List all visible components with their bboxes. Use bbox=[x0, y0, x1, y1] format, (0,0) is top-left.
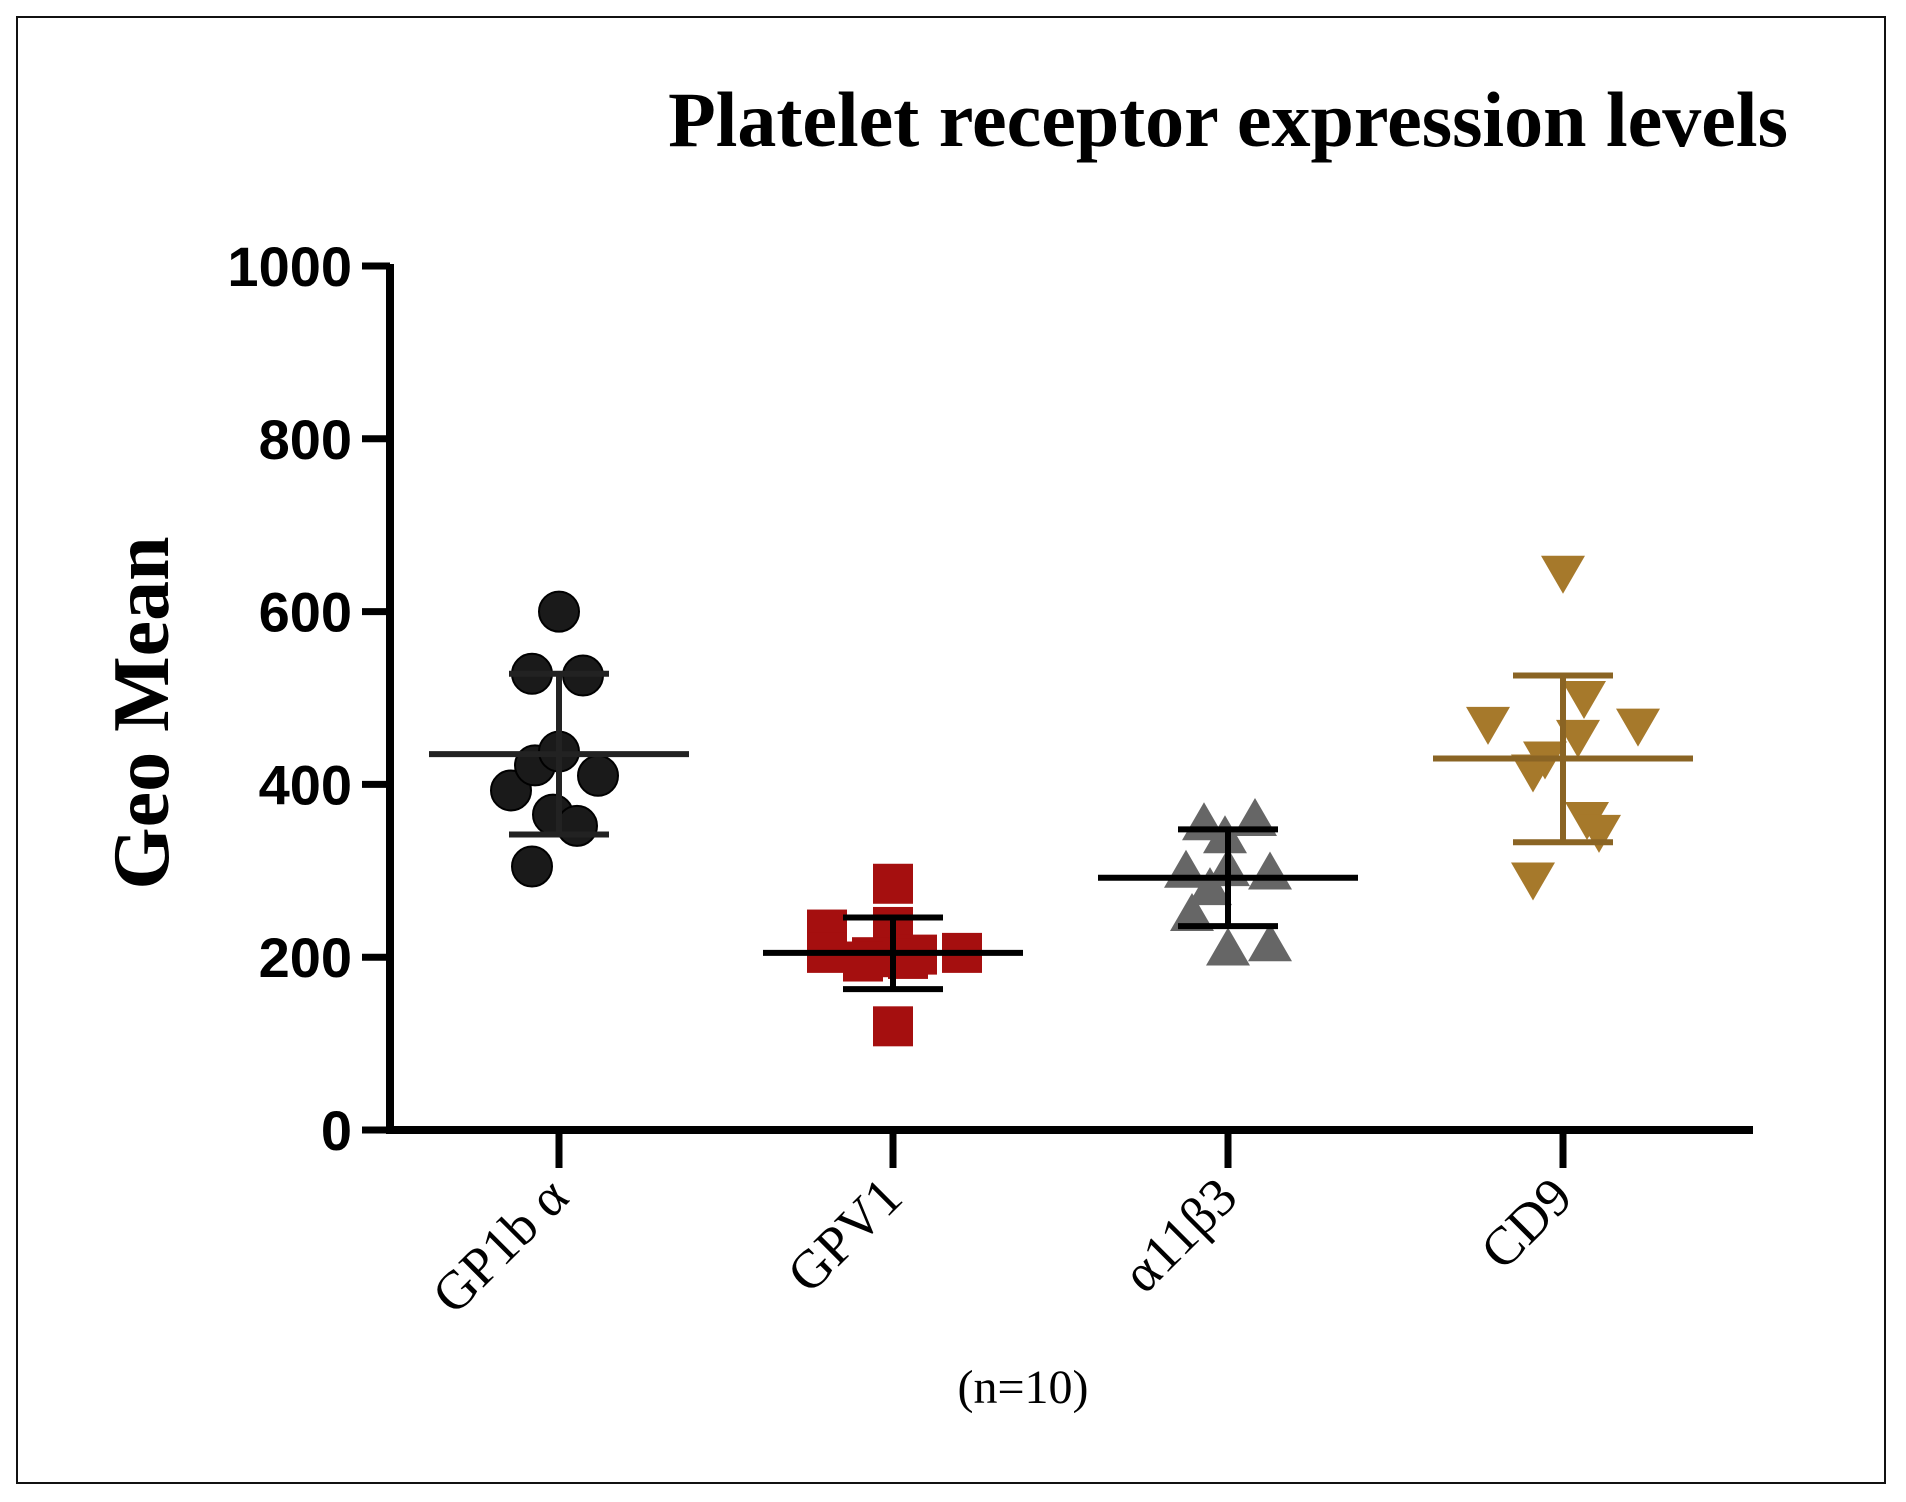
x-tick-label-3: α11β3 bbox=[1111, 1166, 1249, 1304]
y-tick-label-800: 800 bbox=[259, 408, 352, 471]
sample-size-note: (n=10) bbox=[957, 1361, 1088, 1414]
y-tick-label-1000: 1000 bbox=[227, 235, 352, 298]
x-tick-label-1: GP1b α bbox=[421, 1166, 580, 1325]
figure-frame: Platelet receptor expression levels Geo … bbox=[16, 16, 1886, 1484]
y-tick-label-0: 0 bbox=[321, 1099, 352, 1162]
y-axis-label: Geo Mean bbox=[98, 536, 186, 889]
axes: 0 200 400 600 800 1000 GP1b α GPV1 α11β3 CD9 bbox=[227, 235, 1753, 1325]
group-4-point-1 bbox=[1541, 555, 1585, 594]
group-2-point-1 bbox=[873, 863, 913, 904]
group-4-point-2 bbox=[1562, 681, 1606, 719]
chart-title: Platelet receptor expression levels bbox=[668, 76, 1788, 163]
group-4-point-3 bbox=[1466, 706, 1510, 745]
scatter-chart: Platelet receptor expression levels Geo … bbox=[98, 76, 1788, 1414]
y-tick-label-600: 600 bbox=[259, 581, 352, 644]
group-1-point-10 bbox=[511, 845, 553, 888]
group-1-point-9 bbox=[556, 804, 598, 847]
y-tick-label-200: 200 bbox=[259, 926, 352, 989]
y-tick-label-400: 400 bbox=[259, 753, 352, 816]
group-2-point-8 bbox=[843, 941, 883, 982]
x-tick-label-4: CD9 bbox=[1469, 1166, 1584, 1281]
group-1-point-7 bbox=[577, 754, 619, 797]
data-marks bbox=[429, 555, 1693, 1047]
group-4-point-4 bbox=[1616, 708, 1660, 747]
group-4-point-10 bbox=[1511, 862, 1555, 901]
group-3-point-9 bbox=[1206, 927, 1250, 966]
group-4-point-9 bbox=[1577, 814, 1621, 853]
group-4-point-6 bbox=[1556, 719, 1600, 758]
x-tick-label-2: GPV1 bbox=[776, 1166, 914, 1304]
group-4-point-7 bbox=[1511, 754, 1555, 793]
group-3-point-10 bbox=[1248, 923, 1292, 962]
group-3-point-7 bbox=[1188, 867, 1232, 906]
group-2-point-10 bbox=[873, 1006, 913, 1047]
group-1-point-1 bbox=[538, 590, 580, 633]
group-3-point-8 bbox=[1170, 893, 1214, 931]
group-3-point-6 bbox=[1248, 851, 1292, 890]
